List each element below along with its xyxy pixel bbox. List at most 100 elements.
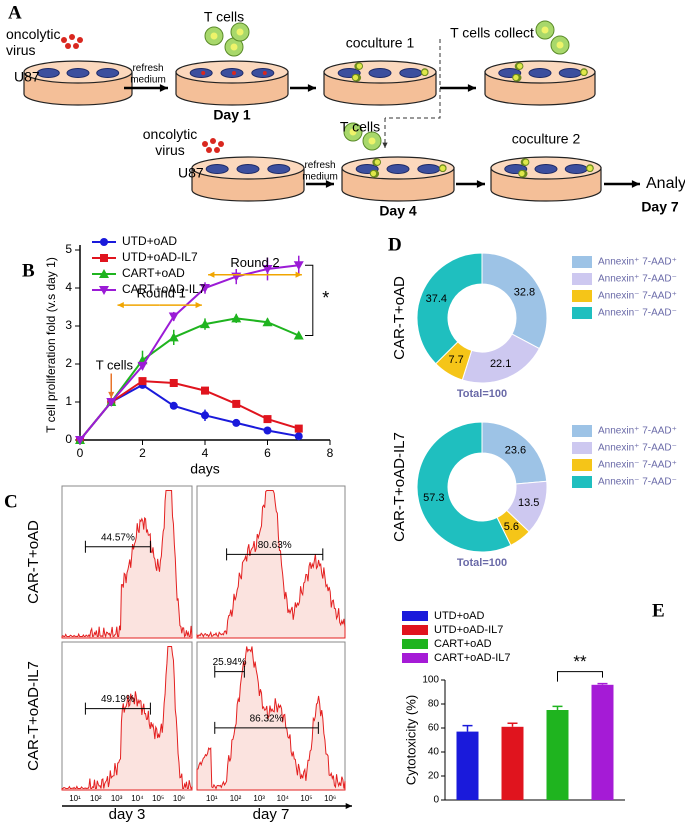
x-tick-label: 10²	[90, 794, 102, 803]
diagram-label: coculture 2	[512, 131, 581, 147]
y-tick-label: 100	[422, 675, 439, 686]
histogram	[196, 490, 346, 639]
gate	[84, 702, 151, 715]
arrow-head	[208, 271, 215, 278]
arrow-head	[295, 271, 302, 278]
diagram-label: U87	[14, 69, 40, 85]
error-bar	[552, 705, 563, 710]
x-tick-label: 4	[202, 446, 209, 460]
t-cell	[369, 169, 378, 178]
row-label: CAR-T+oAD	[25, 520, 42, 604]
y-axis-label: T cell proliferation fold (v.s day 1)	[44, 257, 58, 433]
annotation: *	[322, 288, 329, 308]
x-tick-label: 6	[264, 446, 271, 460]
marker	[294, 424, 303, 433]
diagram-label: coculture 1	[346, 35, 415, 51]
panel-label: A	[8, 2, 22, 23]
gate	[84, 540, 151, 553]
legend-label: Annexin⁻ 7-AAD⁺	[598, 460, 677, 471]
legend-swatch	[572, 307, 592, 319]
diagram-label: U87	[178, 165, 204, 181]
significance-bracket	[557, 671, 603, 682]
donut-slice	[416, 421, 512, 553]
tumor-cell	[386, 164, 410, 174]
y-tick-label: 20	[428, 771, 440, 782]
legend-label: UTD+oAD-IL7	[122, 250, 198, 264]
tumor-cell	[205, 164, 229, 174]
diagram-label: refresh medium	[302, 160, 338, 183]
legend-label: CART+oAD-IL7	[434, 652, 511, 664]
legend-marker	[100, 238, 108, 246]
bar	[456, 731, 479, 800]
tumor-cell	[564, 164, 588, 174]
gate	[226, 548, 324, 561]
tumor-cell	[558, 68, 582, 78]
legend-label: CART+oAD-IL7	[122, 282, 206, 296]
t-cell	[516, 62, 524, 70]
legend-swatch	[572, 476, 592, 488]
bar	[546, 710, 569, 800]
x-tick-label: 10¹	[206, 794, 218, 803]
tumor-cell	[267, 164, 291, 174]
y-tick-label: 80	[428, 699, 440, 710]
virus	[206, 147, 212, 153]
t-cell-nucleus	[230, 43, 238, 51]
t-cell-nucleus	[368, 137, 376, 145]
panel-label: B	[22, 260, 35, 281]
arrow-head	[325, 180, 334, 188]
legend-label: UTD+oAD-IL7	[434, 624, 503, 636]
marker	[294, 432, 303, 441]
value-label: 57.3	[423, 492, 444, 504]
legend-marker	[100, 254, 108, 262]
virus	[218, 141, 224, 147]
diagram-label: T cells	[340, 119, 380, 135]
legend-label: Annexin⁺ 7-AAD⁺	[598, 426, 677, 437]
error-bar	[597, 682, 608, 685]
gate-label: 44.57%	[101, 532, 135, 543]
legend-marker	[99, 269, 109, 278]
histogram	[196, 646, 346, 791]
y-tick-label: 60	[428, 723, 440, 734]
virus	[202, 141, 208, 147]
bar	[591, 684, 614, 800]
t-cell	[586, 164, 594, 173]
marker	[262, 265, 273, 274]
dashed-link	[385, 39, 441, 119]
panel-label: D	[388, 234, 402, 255]
legend-label: CART+oAD	[122, 266, 185, 280]
y-tick-label: 4	[65, 280, 72, 294]
donut-title: CAR-T+oAD-IL7	[391, 432, 408, 542]
marker	[232, 418, 241, 427]
marker	[262, 317, 273, 327]
diagram-label: Analysis	[646, 175, 685, 192]
marker	[231, 313, 242, 323]
marker	[137, 361, 148, 371]
y-tick-label: 1	[65, 394, 72, 408]
marker	[75, 436, 85, 445]
legend-swatch	[572, 425, 592, 437]
legend-swatch	[402, 611, 428, 621]
y-tick-label: 5	[65, 242, 72, 256]
t-cell-nucleus	[541, 26, 549, 34]
virus	[65, 43, 71, 49]
x-tick-label: 10⁶	[324, 794, 336, 803]
tumor-cell	[96, 68, 120, 78]
gate	[214, 665, 245, 678]
t-cell-nucleus	[210, 32, 218, 40]
bar	[501, 726, 524, 800]
x-tick-label: 0	[77, 446, 84, 460]
t-cell	[522, 158, 530, 166]
t-cell	[355, 62, 364, 70]
marker	[232, 399, 241, 408]
arrow-head	[159, 84, 168, 92]
x-tick-label: 10⁴	[131, 794, 144, 803]
x-tick-label: 10²	[230, 794, 242, 803]
t-cell-nucleus	[236, 28, 244, 36]
legend-swatch	[572, 290, 592, 302]
annotation: T cells	[96, 357, 134, 372]
annotation: Round 1	[137, 286, 186, 301]
virus	[73, 43, 79, 49]
x-tick-label: 10⁴	[277, 794, 290, 803]
value-label: 37.4	[426, 293, 447, 305]
